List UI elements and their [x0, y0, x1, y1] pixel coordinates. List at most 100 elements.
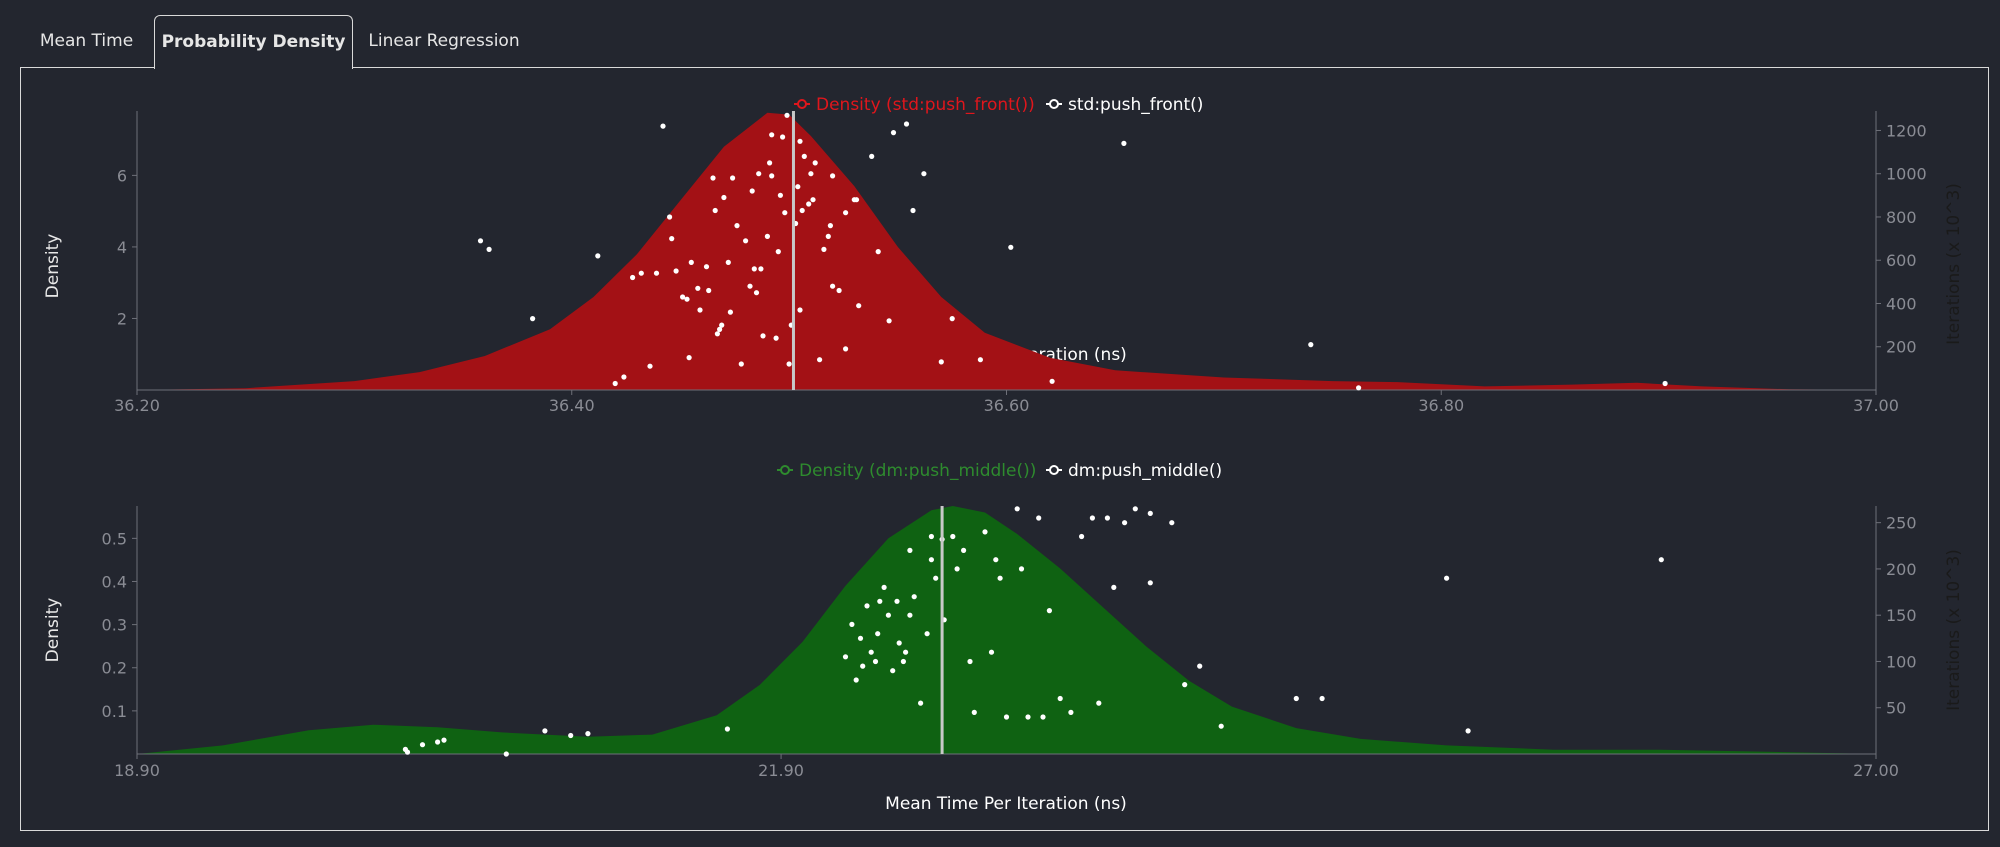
chart1-sample-point: [660, 123, 666, 129]
chart1-sample-point: [910, 207, 916, 214]
chart2-sample-point: [988, 649, 995, 655]
chart2-sample-point: [993, 557, 999, 563]
chart2-sample-point: [842, 654, 849, 660]
chart1-sample-point: [1356, 385, 1362, 391]
tab-probability-density[interactable]: Probability Density: [154, 15, 353, 69]
chart2-sample-point: [1014, 506, 1020, 512]
chart2-legend[interactable]: Density (dm:push_middle()) dm:push_middl…: [777, 461, 1222, 481]
chart1-sample-point: [710, 175, 716, 181]
chart2-sample-point: [1046, 608, 1052, 614]
chart2-sample-point: [419, 742, 426, 748]
chart2-legend-points-icon: [1046, 465, 1062, 475]
chart1-sample-point: [1008, 244, 1014, 250]
chart1-sample-point: [751, 266, 757, 272]
chart1-y2-tick-label: 800: [1886, 208, 1917, 227]
chart1-y2-axis-label: Iterations (x 10^3): [1944, 183, 1964, 345]
chart2-sample-point: [1040, 714, 1046, 720]
chart1-sample-point: [806, 201, 812, 207]
chart2-sample-point: [404, 749, 411, 755]
chart2-sample-point: [1089, 515, 1095, 521]
chart1-sample-point: [810, 197, 816, 203]
chart1-sample-point: [695, 285, 701, 291]
chart2-sample-point: [924, 631, 930, 637]
chart1-sample-point: [890, 130, 897, 136]
chart1-sample-point: [758, 266, 764, 272]
chart2-sample-point: [961, 547, 967, 553]
chart-panel: Density (std:push_front()) std:push_fron…: [20, 67, 1989, 831]
chart2-sample-point: [1068, 709, 1074, 716]
chart2-x-tick-label: 21.90: [758, 761, 804, 780]
chart2-y2-tick-label: 150: [1886, 606, 1917, 625]
chart1-sample-point: [717, 326, 723, 332]
chart2-sample-point: [860, 663, 866, 669]
chart1-sample-point: [795, 184, 801, 190]
chart1-y2-tick-label: 1200: [1886, 121, 1927, 140]
chart2-sample-point: [1018, 566, 1025, 572]
chart1-sample-point: [653, 270, 660, 276]
tab-mean-time[interactable]: Mean Time: [39, 31, 134, 51]
chart2-y2-tick-label: 100: [1886, 652, 1917, 671]
chart1-x-tick-label: 37.00: [1853, 396, 1899, 415]
chart1-sample-point: [721, 194, 727, 201]
chart2-sample-point: [971, 709, 977, 716]
chart1-sample-point: [1121, 140, 1127, 146]
chart2-sample-point: [1057, 695, 1063, 702]
chart2-sample-point: [503, 751, 509, 757]
chart1-y-tick-label: 4: [117, 238, 127, 257]
chart1-sample-point: [786, 361, 792, 367]
chart1-sample-point: [764, 233, 771, 239]
chart2-sample-point: [1036, 515, 1042, 521]
chart1-sample-point: [780, 134, 786, 140]
chart2-sample-point: [918, 700, 924, 706]
chart1-sample-point: [530, 316, 536, 322]
chart1-sample-point: [725, 259, 731, 265]
chart2-sample-point: [900, 658, 907, 665]
chart1-sample-point: [1049, 378, 1055, 384]
chart2-sample-point: [1104, 515, 1110, 521]
chart1-y2-tick-label: 400: [1886, 294, 1917, 313]
chart1-sample-point: [821, 246, 827, 252]
chart1-legend-density-label: Density (std:push_front()): [816, 95, 1035, 115]
chart2-sample-point: [1444, 575, 1450, 581]
chart1-sample-point: [697, 307, 703, 313]
chart1-sample-point: [769, 132, 775, 138]
chart1-sample-point: [630, 274, 636, 281]
chart1-sample-point: [830, 173, 836, 179]
chart2-sample-point: [853, 677, 859, 683]
chart1-sample-point: [817, 357, 823, 363]
chart1-sample-point: [688, 259, 694, 265]
chart2-sample-point: [868, 649, 874, 655]
chart2-sample-point: [1096, 700, 1102, 706]
chart2-y-tick-label: 0.1: [102, 702, 127, 721]
chart2-sample-point: [568, 732, 574, 739]
chart1-sample-point: [949, 316, 955, 322]
chart2-sample-point: [857, 635, 864, 641]
chart1-x-tick-label: 36.60: [984, 396, 1030, 415]
chart1-sample-point: [808, 171, 814, 177]
chart2-sample-point: [1111, 584, 1117, 591]
chart2-density-area: [137, 506, 1876, 754]
tab-linear-regression[interactable]: Linear Regression: [368, 31, 520, 51]
chart2-x-tick-label: 27.00: [1853, 761, 1899, 780]
chart1-sample-point: [1662, 380, 1668, 387]
chart2-sample-point: [877, 598, 883, 604]
chart2-sample-point: [1025, 714, 1031, 720]
chart2-sample-point: [1182, 682, 1188, 688]
chart2-sample-point: [896, 640, 902, 646]
chart1-legend-density-icon: [794, 99, 810, 109]
chart1-y2-tick-label: 200: [1886, 338, 1917, 357]
chart1-sample-point: [753, 290, 760, 296]
chart2-plot: 18.90 21.90 27.00 0.1 0.2 0.3 0.4 0.5 50 100 150 20…: [102, 506, 1917, 780]
chart1-sample-point: [836, 287, 842, 294]
chart2-y-tick-label: 0.4: [102, 572, 127, 591]
chart1-sample-point: [595, 253, 601, 259]
chart1-sample-point: [827, 223, 834, 229]
chart1-sample-point: [684, 296, 690, 302]
chart1-sample-point: [734, 223, 740, 229]
chart1-legend[interactable]: Density (std:push_front()) std:push_fron…: [794, 95, 1203, 115]
chart2-y2-tick-label: 250: [1886, 514, 1917, 533]
chart1-sample-point: [730, 175, 736, 181]
chart2-x-axis-label: Mean Time Per Iteration (ns): [885, 794, 1127, 814]
chart2-sample-point: [928, 557, 935, 563]
chart2-sample-point: [1658, 557, 1664, 563]
